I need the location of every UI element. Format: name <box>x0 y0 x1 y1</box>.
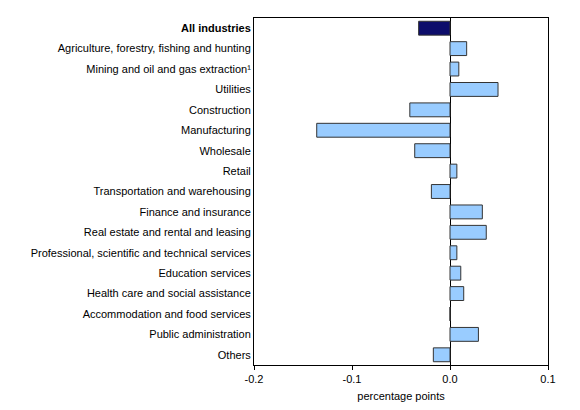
svg-text:Public administration: Public administration <box>149 328 251 340</box>
svg-text:Construction: Construction <box>189 104 251 116</box>
svg-text:0.1: 0.1 <box>540 373 555 385</box>
svg-text:-0.1: -0.1 <box>343 373 362 385</box>
svg-text:Agriculture, forestry, fishing: Agriculture, forestry, fishing and hunti… <box>58 42 251 54</box>
svg-text:Manufacturing: Manufacturing <box>181 124 251 136</box>
svg-text:Transportation and warehousing: Transportation and warehousing <box>93 185 250 197</box>
svg-text:Mining and oil and gas extract: Mining and oil and gas extraction¹ <box>86 63 251 75</box>
svg-text:Others: Others <box>218 349 252 361</box>
svg-text:Real estate and rental and lea: Real estate and rental and leasing <box>84 226 251 238</box>
svg-text:Education services: Education services <box>158 267 251 279</box>
svg-text:Retail: Retail <box>223 165 251 177</box>
svg-text:percentage points: percentage points <box>357 390 445 402</box>
svg-text:0.0: 0.0 <box>442 373 457 385</box>
svg-text:Wholesale: Wholesale <box>199 145 250 157</box>
svg-text:Finance and insurance: Finance and insurance <box>140 206 251 218</box>
svg-text:Accommodation and food service: Accommodation and food services <box>83 308 252 320</box>
svg-text:Health care and social assista: Health care and social assistance <box>87 287 251 299</box>
svg-text:Utilities: Utilities <box>215 83 251 95</box>
svg-text:All industries: All industries <box>181 22 251 34</box>
svg-text:Professional, scientific and t: Professional, scientific and technical s… <box>31 247 252 259</box>
svg-text:-0.2: -0.2 <box>245 373 264 385</box>
